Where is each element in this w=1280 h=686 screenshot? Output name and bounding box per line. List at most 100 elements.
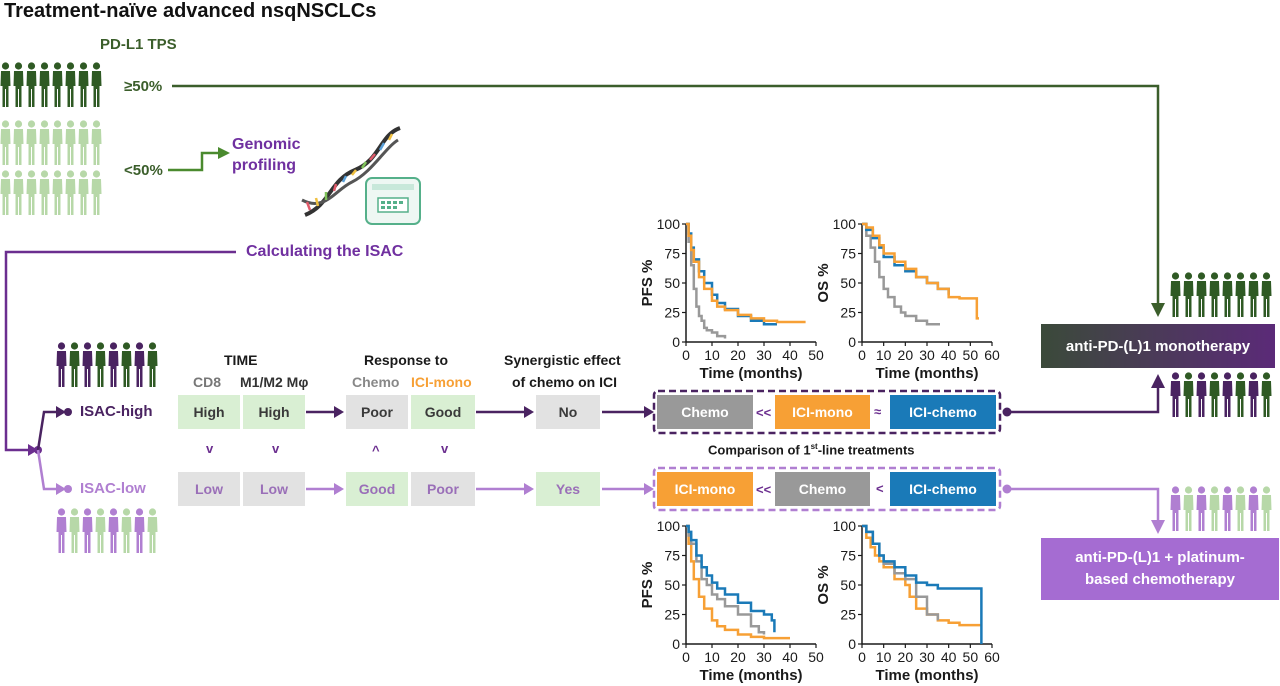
high-pdl1-arrowhead [1151,303,1165,317]
x-tick-label: 50 [963,347,979,363]
person-icon [147,342,158,393]
person-icon [26,62,37,113]
km-curve-0 [862,524,982,627]
low-pdl1-arrow [168,151,220,172]
high-m1m2-box: High [243,395,305,429]
person-icon [52,120,63,171]
outcome-combination: anti-PD-(L)1 + platinum- based chemother… [1041,538,1279,600]
x-tick-label: 0 [858,347,866,363]
outcome-combination-line1: anti-PD-(L)1 + platinum- [1075,549,1245,566]
x-tick-label: 40 [782,347,798,363]
person-icon [69,342,80,393]
header-icimono: ICI-mono [411,374,472,390]
high-icimono-box: Good [411,395,475,429]
header-response: Response to [364,352,449,368]
person-icon [1196,272,1207,323]
y-tick-label: 100 [657,518,681,534]
y-axis-label: PFS % [639,562,656,609]
person-icon [1196,486,1207,537]
people-isac-low [56,508,158,559]
person-icon [1235,486,1246,537]
person-icon [65,170,76,221]
person-icon [1248,272,1259,323]
people-dark-green [0,62,102,113]
person-icon [78,120,89,171]
chart-os-low: 0 25 50 75 100 0 10 20 30 40 50 60 OS % Time (months) [815,518,1000,684]
comparison-title-pre: Comparison of 1 [708,442,811,458]
outcome-combination-line2: based chemotherapy [1084,571,1236,588]
x-tick-label: 30 [919,649,935,665]
low-cmp-op2: < [876,481,884,496]
person-icon [134,342,145,393]
high-pdl1-arrow [172,84,1160,305]
person-icon [69,508,80,559]
x-tick-label: 30 [756,649,772,665]
person-icon [1261,272,1272,323]
person-icon [1209,372,1220,423]
low-chemo-box: Good [346,472,408,506]
high-chemo-box: Poor [346,395,408,429]
person-icon [26,170,37,221]
y-tick-label: 50 [840,577,856,593]
low-m1m2-box: Low [243,472,305,506]
outcome-monotherapy: anti-PD-(L)1 monotherapy [1041,324,1275,368]
person-icon [1222,486,1233,537]
sequencer-icon [365,177,421,225]
low-comparison-frame [652,466,1002,512]
person-icon [56,508,67,559]
y-axis-label: OS % [815,565,832,604]
high-row-arrowheads [334,406,654,418]
y-tick-label: 25 [664,607,680,623]
person-icon [65,120,76,171]
low-row-arrowheads [334,483,654,495]
high-out-arrowhead [1151,374,1165,388]
header-synergy-1: Synergistic effect [504,352,621,368]
low-out-path [1007,487,1160,522]
x-tick-label: 10 [704,347,720,363]
person-icon [52,170,63,221]
x-axis-label: Time (months) [875,667,978,684]
genomic-profiling-label: Genomic profiling [232,136,301,174]
km-curve-0 [862,222,940,326]
person-icon [95,508,106,559]
y-tick-label: 0 [848,334,856,350]
person-icon [65,62,76,113]
low-out-arrowhead [1151,520,1165,534]
dna-icon [301,126,401,217]
person-icon [1235,272,1246,323]
x-tick-label: 0 [682,649,690,665]
low-cd8-box: Low [178,472,240,506]
x-axis-label: Time (months) [699,667,802,684]
x-tick-label: 20 [730,649,746,665]
person-icon [1261,372,1272,423]
calculating-isac-label: Calculating the ISAC [246,243,404,260]
y-tick-label: 50 [664,275,680,291]
high-cd8-box: High [178,395,240,429]
x-tick-label: 20 [730,347,746,363]
person-icon [1235,372,1246,423]
km-curve-1 [686,524,766,635]
low-cmp-op1: << [756,482,772,497]
person-icon [0,62,11,113]
x-tick-label: 60 [984,649,1000,665]
y-tick-label: 100 [657,216,681,232]
person-icon [26,120,37,171]
person-icon [1183,272,1194,323]
x-tick-label: 30 [756,347,772,363]
y-tick-label: 75 [840,246,856,262]
people-isac-high [56,342,158,393]
high-cmp-icimono: ICI-mono [775,395,870,429]
x-tick-label: 20 [898,649,914,665]
comparison-title: Comparison of 1st-line treatments [708,442,915,457]
header-cd8: CD8 [193,374,222,390]
high-comparison-frame [652,389,1002,435]
y-tick-label: 100 [833,216,857,232]
person-icon [1209,486,1220,537]
header-m1m2: M1/M2 Mφ [240,374,309,390]
comparison-title-sup: st [810,442,818,451]
x-tick-label: 50 [808,649,824,665]
people-light-green-1 [0,120,102,171]
y-tick-label: 0 [672,636,680,652]
x-tick-label: 10 [704,649,720,665]
